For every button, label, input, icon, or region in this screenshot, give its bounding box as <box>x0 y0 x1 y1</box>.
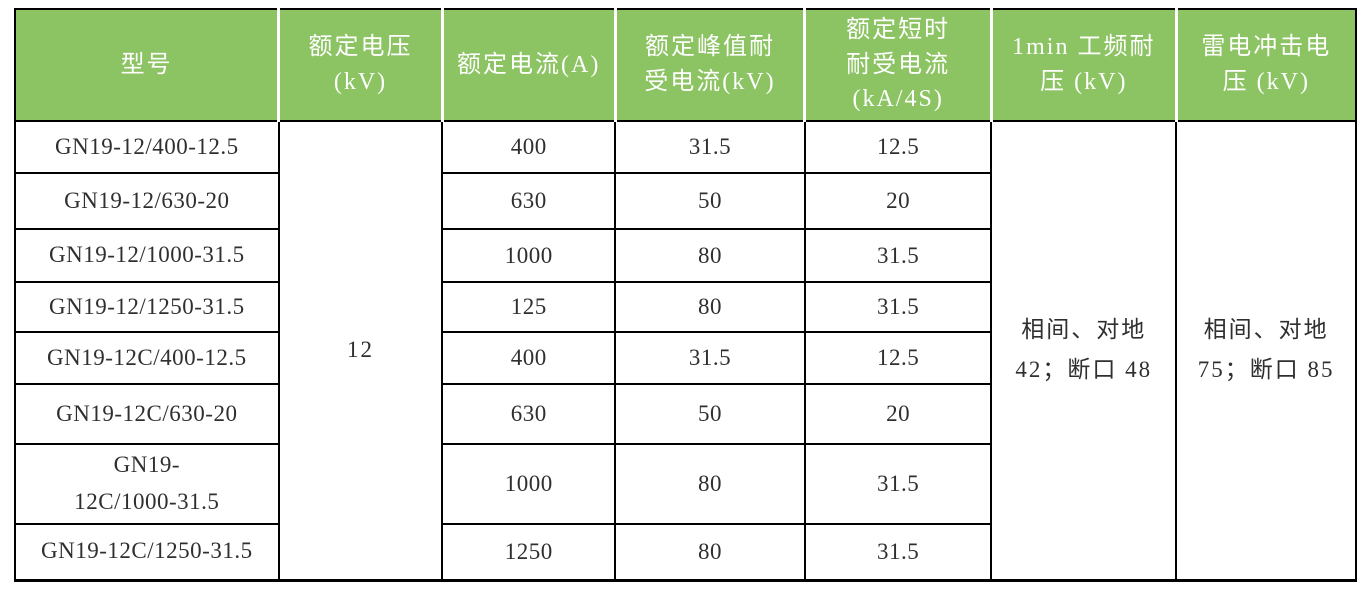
cell-peak-current: 50 <box>614 172 806 230</box>
cell-model: GN19-12/1000-31.5 <box>14 228 280 283</box>
switch-spec-table: 型号 额定电压 (kV) 额定电流(A) 额定峰值耐 受电流(kV) 额定短时 … <box>14 8 1357 582</box>
header-peak-withstand-current: 额定峰值耐 受电流(kV) <box>615 9 807 122</box>
header-rated-current: 额定电流(A) <box>442 9 617 122</box>
table-row: GN19-12C/400-12.5 400 31.5 12.5 <box>14 331 1356 385</box>
cell-model: GN19-12C/1250-31.5 <box>14 523 280 581</box>
header-model: 型号 <box>15 9 281 122</box>
header-short-time-withstand-current: 额定短时 耐受电流 (kA/4S) <box>804 9 993 122</box>
cell-short-time-current: 31.5 <box>803 281 993 333</box>
cell-short-time-current: 12.5 <box>803 120 993 174</box>
cell-rated-current: 1000 <box>441 228 617 283</box>
cell-short-time-current: 12.5 <box>803 331 993 385</box>
cell-short-time-current: 20 <box>803 172 993 230</box>
cell-rated-current: 400 <box>441 120 617 174</box>
cell-lightning-impulse-merged: 相间、对地 75；断口 85 <box>1175 120 1357 581</box>
cell-rated-current: 630 <box>441 383 617 445</box>
cell-peak-current: 80 <box>614 281 806 333</box>
header-rated-voltage: 额定电压 (kV) <box>278 9 444 122</box>
cell-rated-current: 630 <box>441 172 617 230</box>
header-lightning-impulse-voltage: 雷电冲击电 压 (kV) <box>1176 9 1357 122</box>
cell-peak-current: 50 <box>614 383 806 445</box>
table-row: GN19-12/1250-31.5 125 80 31.5 <box>14 281 1356 333</box>
table-row: GN19- 12C/1000-31.5 1000 80 31.5 <box>14 443 1356 525</box>
cell-model: GN19-12/1250-31.5 <box>14 281 280 333</box>
table-row: GN19-12C/630-20 630 50 20 <box>14 383 1356 445</box>
table-row: GN19-12/630-20 630 50 20 <box>14 172 1356 230</box>
table-row: GN19-12C/1250-31.5 1250 80 31.5 <box>14 523 1356 581</box>
cell-short-time-current: 31.5 <box>803 228 993 283</box>
table-row: GN19-12/1000-31.5 1000 80 31.5 <box>14 228 1356 283</box>
cell-rated-current: 125 <box>441 281 617 333</box>
cell-peak-current: 31.5 <box>614 331 806 385</box>
cell-model: GN19-12/400-12.5 <box>14 120 280 174</box>
cell-model: GN19-12/630-20 <box>14 172 280 230</box>
cell-peak-current: 80 <box>614 228 806 283</box>
cell-rated-current: 1000 <box>441 443 617 525</box>
cell-model: GN19-12C/400-12.5 <box>14 331 280 385</box>
cell-power-freq-withstand-merged: 相间、对地 42；断口 48 <box>990 120 1178 581</box>
cell-short-time-current: 20 <box>803 383 993 445</box>
table-row: GN19-12/400-12.5 12 400 31.5 12.5 相间、对地 … <box>14 120 1357 581</box>
cell-peak-current: 31.5 <box>614 120 806 174</box>
cell-model: GN19-12C/630-20 <box>14 383 280 445</box>
cell-short-time-current: 31.5 <box>803 523 993 581</box>
header-power-freq-withstand-voltage: 1min 工频耐 压 (kV) <box>991 9 1178 122</box>
cell-rated-current: 400 <box>441 331 617 385</box>
header-row: 型号 额定电压 (kV) 额定电流(A) 额定峰值耐 受电流(kV) 额定短时 … <box>15 9 1357 122</box>
cell-model: GN19- 12C/1000-31.5 <box>14 443 280 525</box>
cell-short-time-current: 31.5 <box>803 443 993 525</box>
cell-peak-current: 80 <box>614 523 806 581</box>
cell-rated-current: 1250 <box>441 523 617 581</box>
cell-peak-current: 80 <box>614 443 806 525</box>
cell-rated-voltage-merged: 12 <box>277 120 444 581</box>
